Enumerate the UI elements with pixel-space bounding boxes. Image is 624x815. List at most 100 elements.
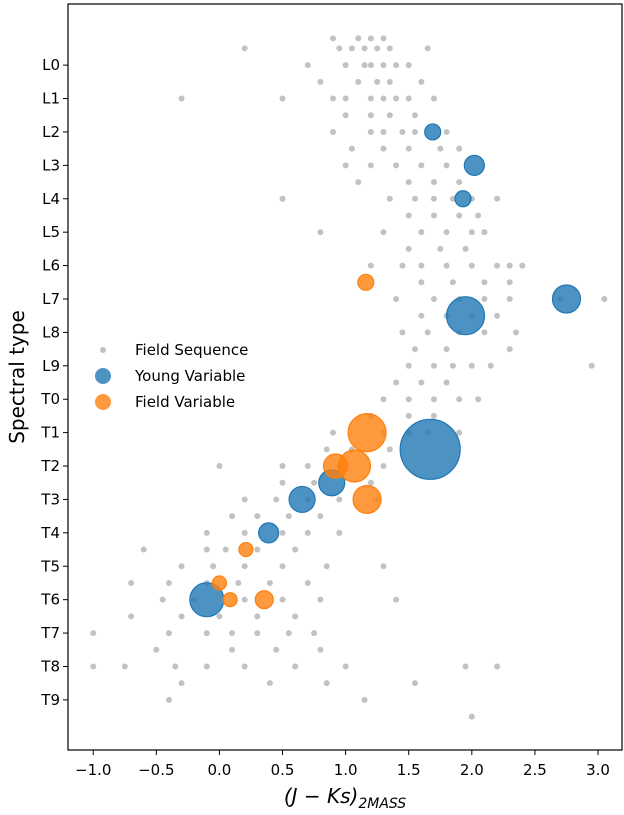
point	[405, 396, 412, 403]
bubble	[357, 273, 375, 291]
y-tick-label: L3	[42, 156, 60, 174]
point	[506, 295, 513, 302]
y-tick-label: L7	[42, 290, 60, 308]
point	[393, 379, 400, 386]
plot-frame	[67, 3, 623, 751]
point	[330, 128, 337, 135]
point	[430, 362, 437, 369]
point	[241, 596, 248, 603]
bubble	[399, 418, 461, 480]
point	[418, 312, 425, 319]
point	[273, 496, 280, 503]
bubble	[222, 592, 238, 608]
y-tick-label: T7	[40, 624, 60, 642]
point	[443, 379, 450, 386]
y-tick-label: T2	[40, 457, 60, 475]
point	[153, 646, 160, 653]
point	[254, 546, 261, 553]
point	[229, 630, 236, 637]
y-tick-label: T3	[40, 490, 60, 508]
point	[279, 95, 286, 102]
point	[367, 128, 374, 135]
y-tick-label: L9	[42, 357, 60, 375]
point	[437, 145, 444, 152]
point	[317, 229, 324, 236]
point	[241, 529, 248, 536]
point	[336, 496, 343, 503]
point	[386, 45, 393, 52]
point	[468, 713, 475, 720]
point	[443, 346, 450, 353]
bubble	[454, 190, 472, 208]
bubble	[463, 154, 485, 176]
point	[405, 412, 412, 419]
point	[424, 329, 431, 336]
point	[405, 362, 412, 369]
point	[367, 35, 374, 42]
point	[386, 195, 393, 202]
point	[386, 78, 393, 85]
y-tick-label: T9	[40, 691, 60, 709]
point	[443, 262, 450, 269]
point	[304, 529, 311, 536]
bubble	[254, 590, 274, 610]
point	[165, 630, 172, 637]
point	[519, 262, 526, 269]
point	[475, 396, 482, 403]
point	[311, 630, 318, 637]
legend-label: Field Variable	[135, 393, 235, 411]
bubble	[352, 484, 382, 515]
point	[399, 128, 406, 135]
point	[386, 446, 393, 453]
bubble	[445, 296, 486, 336]
point	[487, 362, 494, 369]
point	[412, 346, 419, 353]
point	[380, 463, 387, 470]
point	[165, 579, 172, 586]
point	[128, 613, 135, 620]
point	[512, 329, 519, 336]
point	[418, 279, 425, 286]
point	[412, 680, 419, 687]
y-tick-label: T5	[40, 557, 60, 575]
point	[285, 513, 292, 520]
y-tick-label: T1	[40, 424, 60, 442]
x-axis-label-sub: 2MASS	[358, 796, 406, 811]
point	[292, 546, 299, 553]
point	[430, 95, 437, 102]
point	[342, 663, 349, 670]
point	[317, 646, 324, 653]
y-tick-label: T8	[40, 657, 60, 675]
point	[361, 62, 368, 69]
point	[468, 362, 475, 369]
point	[178, 680, 185, 687]
y-tick-label: L4	[42, 190, 60, 208]
point	[481, 329, 488, 336]
point	[121, 663, 128, 670]
point	[330, 35, 337, 42]
point	[468, 262, 475, 269]
point	[456, 396, 463, 403]
point	[304, 463, 311, 470]
point	[90, 663, 97, 670]
x-tick-label: −1.0	[75, 761, 111, 779]
point	[494, 663, 501, 670]
point	[418, 78, 425, 85]
point	[449, 362, 456, 369]
x-tick-label: 0.0	[208, 761, 232, 779]
point	[342, 95, 349, 102]
point	[481, 295, 488, 302]
point	[367, 262, 374, 269]
point	[254, 513, 261, 520]
point	[90, 630, 97, 637]
point	[203, 630, 210, 637]
point	[241, 496, 248, 503]
point	[304, 62, 311, 69]
point	[430, 295, 437, 302]
legend-label: Field Sequence	[135, 341, 248, 359]
y-tick-label: T6	[40, 591, 60, 609]
bubble	[258, 522, 280, 544]
point	[210, 563, 217, 570]
point	[216, 463, 223, 470]
point	[380, 229, 387, 236]
